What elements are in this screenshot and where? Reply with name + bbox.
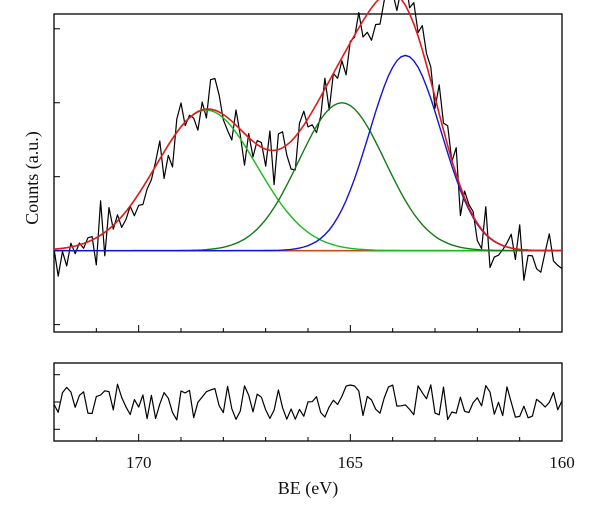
x-axis-title: BE (eV) — [278, 478, 338, 499]
residual-y-ticks — [54, 374, 60, 430]
spectrum-x-ticks — [95, 325, 563, 332]
residual-line — [53, 383, 563, 421]
x-tick-labels: 170 165 160 — [126, 453, 575, 472]
raw-data-line — [53, 0, 563, 281]
envelope-fit-line — [53, 0, 562, 252]
x-tick-label-165: 165 — [338, 453, 364, 472]
residual-x-ticks — [95, 434, 563, 441]
spectrum-panel — [53, 0, 563, 333]
spectrum-series — [53, 0, 563, 281]
y-axis-title: Counts (a.u.) — [22, 131, 43, 225]
x-tick-label-160: 160 — [549, 453, 575, 472]
residual-series — [53, 383, 563, 421]
residual-panel — [53, 362, 563, 442]
x-tick-label-170: 170 — [126, 453, 152, 472]
